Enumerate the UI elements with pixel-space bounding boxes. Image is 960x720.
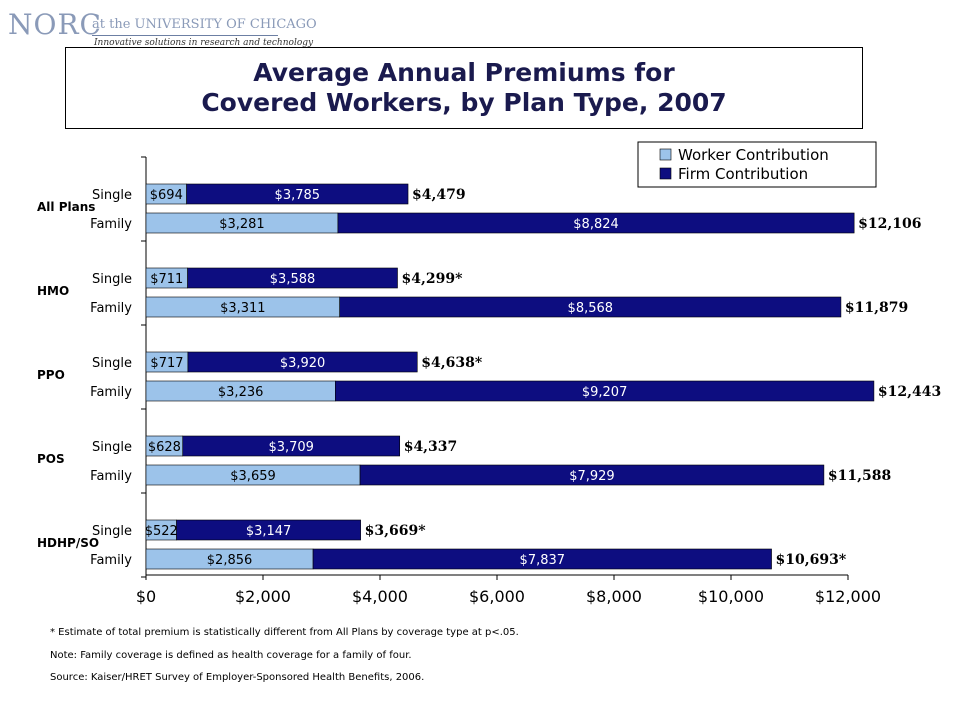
firm-value-label: $3,147 xyxy=(246,524,292,539)
firm-value-label: $8,824 xyxy=(573,217,619,232)
row-label: Single xyxy=(92,356,132,371)
row-label: Family xyxy=(90,301,132,316)
total-premium-label: $4,299* xyxy=(401,271,463,287)
firm-value-label: $3,785 xyxy=(275,188,321,203)
row-label: Family xyxy=(90,217,132,232)
worker-value-label: $717 xyxy=(150,356,183,371)
x-tick-label: $2,000 xyxy=(235,587,291,606)
group-label: All Plans xyxy=(37,200,95,214)
firm-contribution-bar xyxy=(359,464,825,486)
worker-value-label: $2,856 xyxy=(207,553,253,568)
logo-text: NORC xyxy=(8,8,102,41)
row-label: Single xyxy=(92,524,132,539)
firm-contribution-bar xyxy=(335,380,875,402)
total-premium-label: $11,879 xyxy=(845,300,908,316)
group-label: HMO xyxy=(37,284,69,298)
x-tick-label: $12,000 xyxy=(815,587,881,606)
row-label: Family xyxy=(90,553,132,568)
firm-value-label: $3,588 xyxy=(270,272,316,287)
worker-value-label: $3,311 xyxy=(220,301,266,316)
logo-tagline: Innovative solutions in research and tec… xyxy=(94,38,314,48)
logo-rule xyxy=(92,35,278,36)
firm-value-label: $3,920 xyxy=(280,356,326,371)
x-tick-label: $8,000 xyxy=(586,587,642,606)
firm-value-label: $9,207 xyxy=(582,385,628,400)
row-label: Single xyxy=(92,440,132,455)
worker-value-label: $3,236 xyxy=(218,385,264,400)
footnote-asterisk: * Estimate of total premium is statistic… xyxy=(50,627,519,638)
group-label: HDHP/SO xyxy=(37,536,99,550)
firm-contribution-bar xyxy=(186,183,409,205)
firm-contribution-bar xyxy=(339,296,842,318)
x-tick-label: $0 xyxy=(136,587,156,606)
total-premium-label: $11,588 xyxy=(828,468,891,484)
worker-value-label: $522 xyxy=(145,524,178,539)
firm-contribution-bar xyxy=(176,519,361,541)
norc-logo: NORC at the UNIVERSITY OF CHICAGO Innova… xyxy=(8,8,317,48)
firm-contribution-bar xyxy=(187,351,418,373)
total-premium-label: $4,479 xyxy=(412,187,466,203)
total-premium-label: $4,337 xyxy=(404,439,458,455)
firm-value-label: $7,837 xyxy=(520,553,566,568)
row-label: Single xyxy=(92,272,132,287)
total-premium-label: $10,693* xyxy=(776,552,847,568)
logo-affiliation: at the UNIVERSITY OF CHICAGO xyxy=(92,17,317,32)
worker-value-label: $694 xyxy=(150,188,183,203)
chart-title-box: Average Annual Premiums for Covered Work… xyxy=(65,47,863,129)
firm-value-label: $8,568 xyxy=(568,301,614,316)
firm-value-label: $3,709 xyxy=(268,440,314,455)
row-label: Family xyxy=(90,385,132,400)
worker-value-label: $3,659 xyxy=(230,469,276,484)
firm-contribution-bar xyxy=(337,212,855,234)
row-label: Single xyxy=(92,188,132,203)
legend-label: Worker Contribution xyxy=(678,146,829,164)
chart-title-line-1: Average Annual Premiums for xyxy=(253,58,675,87)
firm-contribution-bar xyxy=(182,435,401,457)
worker-value-label: $711 xyxy=(150,272,183,287)
total-premium-label: $12,106 xyxy=(858,216,921,232)
legend-swatch xyxy=(659,148,672,161)
total-premium-label: $4,638* xyxy=(421,355,483,371)
legend-swatch xyxy=(659,167,672,180)
footnote-note: Note: Family coverage is defined as heal… xyxy=(50,650,412,661)
legend-label: Firm Contribution xyxy=(678,165,808,183)
total-premium-label: $12,443 xyxy=(878,384,941,400)
chart-title-line-2: Covered Workers, by Plan Type, 2007 xyxy=(201,88,727,117)
firm-contribution-bar xyxy=(187,267,398,289)
x-tick-label: $10,000 xyxy=(698,587,764,606)
group-label: PPO xyxy=(37,368,65,382)
group-label: POS xyxy=(37,452,65,466)
total-premium-label: $3,669* xyxy=(365,523,427,539)
row-label: Family xyxy=(90,469,132,484)
x-tick-label: $6,000 xyxy=(469,587,525,606)
firm-value-label: $7,929 xyxy=(569,469,615,484)
worker-value-label: $628 xyxy=(148,440,181,455)
firm-contribution-bar xyxy=(312,548,772,570)
legend-box xyxy=(637,141,877,188)
footnote-source: Source: Kaiser/HRET Survey of Employer-S… xyxy=(50,672,425,683)
x-tick-label: $4,000 xyxy=(352,587,408,606)
worker-value-label: $3,281 xyxy=(219,217,265,232)
